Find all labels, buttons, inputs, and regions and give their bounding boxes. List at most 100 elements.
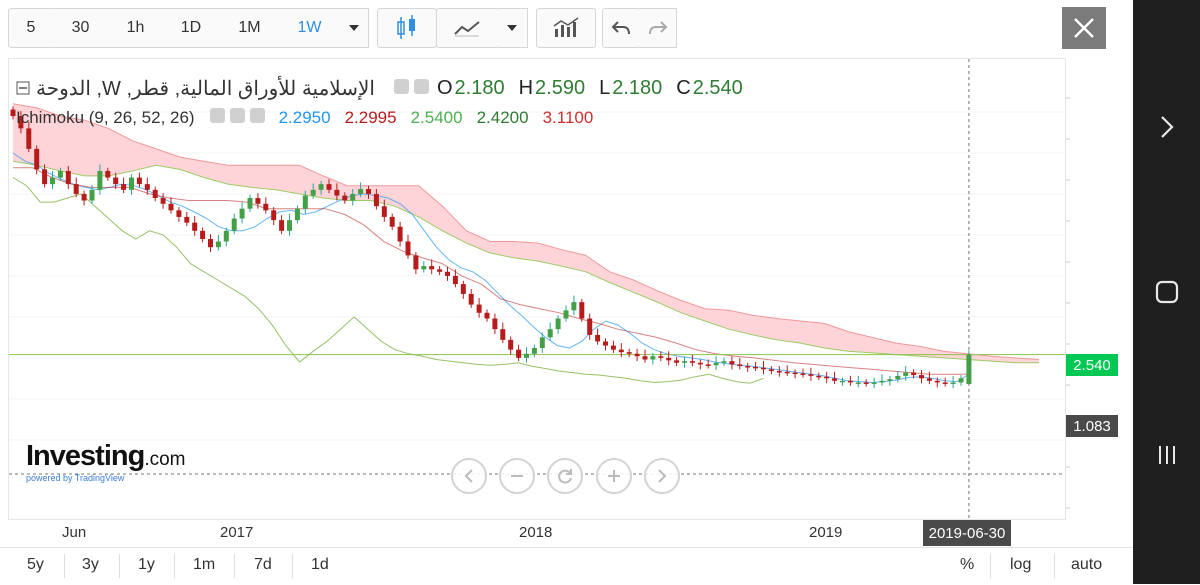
candle-body [855, 382, 861, 384]
range-1d-button[interactable]: 1d [311, 556, 329, 573]
candle-body [350, 193, 356, 201]
candle-body [373, 193, 379, 207]
interval-1m-button[interactable]: 1M [219, 8, 281, 48]
candle-body [689, 361, 695, 363]
scroll-right-button[interactable] [644, 458, 680, 494]
indicators-button[interactable] [536, 8, 596, 48]
x-tick-label: Jun [62, 524, 87, 541]
zoom-out-button[interactable] [499, 458, 535, 494]
percent-scale-button[interactable]: % [960, 556, 975, 573]
chart-type-candles-button[interactable] [377, 8, 437, 48]
scroll-left-button[interactable] [451, 458, 487, 494]
remove-icon[interactable] [249, 108, 265, 123]
senkou-b-line [12, 103, 1040, 360]
ohlc-close: C 2.540 [676, 76, 743, 99]
candle-body [358, 189, 364, 194]
candle-body [919, 375, 924, 379]
time-axis[interactable]: Jun 2017 2018 2019 [8, 520, 1108, 544]
candle-body [832, 378, 838, 381]
candle-body [887, 379, 893, 381]
log-scale-button[interactable]: log [1010, 556, 1032, 573]
redo-button[interactable] [639, 8, 677, 48]
undo-icon [611, 21, 630, 35]
candle-body [57, 170, 63, 178]
candle-body [136, 177, 142, 185]
kijun-line [13, 167, 969, 375]
home-button[interactable] [1133, 262, 1200, 322]
interval-1h-button[interactable]: 1h [108, 8, 164, 48]
candle-body [824, 376, 830, 379]
recent-apps-icon [1158, 446, 1175, 464]
crosshair-price-label: 1.083 [1066, 415, 1118, 437]
reset-chart-button[interactable] [547, 458, 583, 494]
last-price-label: 2.540 [1066, 354, 1118, 376]
interval-30-button[interactable]: 30 [53, 8, 109, 48]
candle-body [500, 329, 506, 340]
interval-dropdown-button[interactable] [339, 8, 369, 48]
range-1m-button[interactable]: 1m [193, 556, 216, 573]
candle-body [768, 369, 774, 371]
tenkan-line [12, 152, 970, 384]
candle-body [223, 230, 229, 242]
symbol-visibility-icon[interactable] [389, 77, 429, 100]
candle-body [437, 269, 443, 272]
candle-body [50, 177, 55, 185]
ichimoku-controls[interactable] [205, 108, 265, 128]
candle-body [176, 210, 182, 217]
candle-body [966, 354, 972, 385]
interval-5-button[interactable]: 5 [8, 8, 54, 48]
ohlc-open: O 2.180 [436, 76, 505, 99]
symbol-legend: الإسلامية للأوراق المالية, قطر, W, الدوح… [16, 74, 743, 102]
chikou-value: 2.5400 [410, 108, 463, 127]
candle-body [816, 375, 822, 378]
interval-1d-button[interactable]: 1D [163, 8, 220, 48]
investing-logo: Investing.com powered by TradingView [26, 440, 186, 483]
candle-body [697, 362, 703, 365]
candle-body [366, 189, 371, 194]
app: 5 30 1h 1D 1M 1W [0, 0, 1133, 578]
candle-body [634, 353, 640, 357]
close-button[interactable] [1062, 7, 1106, 49]
candle-body [618, 349, 624, 353]
interval-label: 1M [238, 19, 261, 36]
gear-icon[interactable] [229, 108, 245, 123]
candle-body [776, 370, 782, 373]
toolbar: 5 30 1h 1D 1M 1W [0, 0, 1133, 58]
candle-body [42, 169, 48, 185]
range-3y-button[interactable]: 3y [82, 556, 99, 573]
x-tick-label: 2018 [519, 524, 553, 541]
range-5y-button[interactable]: 5y [27, 556, 44, 573]
collapse-legend-icon[interactable] [16, 81, 30, 95]
minus-icon [511, 475, 523, 477]
chart-type-dropdown-button[interactable] [497, 8, 528, 48]
zoom-in-button[interactable] [596, 458, 632, 494]
interval-1w-button[interactable]: 1W [280, 8, 340, 48]
range-7d-button[interactable]: 7d [254, 556, 272, 573]
candle-body [626, 352, 632, 354]
candle-body [279, 220, 285, 231]
candle-body [215, 241, 221, 248]
price-chart[interactable] [9, 59, 1066, 520]
ohlc-high: H 2.590 [518, 76, 586, 99]
senkou-b-value: 3.1100 [542, 108, 594, 127]
candlestick-icon [397, 15, 415, 39]
chart-area[interactable] [8, 58, 1066, 520]
candle-body [460, 284, 466, 294]
ichimoku-legend: Ichimoku (9, 26, 52, 26) 2.2950 2.2995 2… [16, 106, 593, 130]
candle-body [926, 378, 932, 381]
candle-body [531, 348, 537, 354]
auto-scale-button[interactable]: auto [1071, 556, 1103, 573]
candle-body [468, 293, 474, 305]
chart-type-line-button[interactable] [436, 8, 498, 48]
candle-body [160, 198, 166, 204]
indicators-icon [553, 17, 579, 37]
recent-apps-button[interactable] [1133, 425, 1200, 485]
eye-icon[interactable] [209, 108, 225, 123]
candle-body [879, 380, 885, 383]
candle-body [255, 198, 261, 204]
range-1y-button[interactable]: 1y [138, 556, 155, 573]
nav-forward-button[interactable] [1133, 97, 1200, 157]
undo-button[interactable] [602, 8, 640, 48]
price-axis[interactable] [1066, 58, 1133, 520]
candle-body [863, 382, 869, 384]
